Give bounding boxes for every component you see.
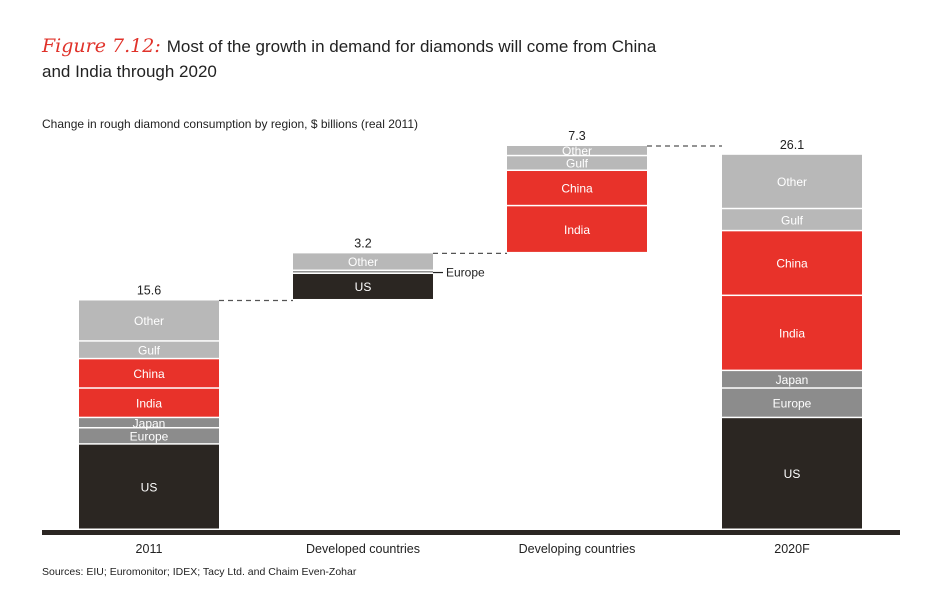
seg-label-developing-countries-china: China [561,182,593,196]
chart-subtitle: Change in rough diamond consumption by r… [42,117,419,131]
seg-label-developed-countries-europe: Europe [446,266,485,280]
bar-2020f-other [722,154,862,208]
bar-2011-us [79,444,219,529]
seg-label-2011-india: India [136,396,162,410]
seg-label-developed-countries-us: US [355,280,372,294]
bar-developing-countries-india [507,206,647,252]
bar-2020f-india [722,296,862,370]
bar-developed-countries-us [293,274,433,299]
bar-2011-gulf [79,341,219,358]
bar-2011-other [79,300,219,341]
seg-label-2011-europe: Europe [130,430,169,444]
figure-label: Figure 7.12: [42,35,161,57]
title-line-2: and India through 2020 [42,62,217,81]
seg-label-2020f-gulf: Gulf [781,213,804,227]
seg-label-2011-us: US [141,480,158,494]
bar-2020f-gulf [722,209,862,230]
total-label-developed-countries: 3.2 [354,236,371,250]
seg-label-developing-countries-other: Other [562,144,592,158]
total-label-2020f: 26.1 [780,138,804,152]
category-label-developing-countries: Developing countries [519,542,636,556]
bar-2020f-japan [722,371,862,388]
bar-developed-countries-europe [293,271,433,273]
x-axis-line [42,530,900,535]
seg-label-2020f-china: China [776,257,808,271]
seg-label-developing-countries-gulf: Gulf [566,157,589,171]
bar-2011-europe [79,428,219,444]
seg-label-2020f-india: India [779,327,805,341]
seg-label-2011-other: Other [134,314,164,328]
bar-2011-india [79,388,219,417]
seg-label-2020f-europe: Europe [773,396,812,410]
bar-developing-countries-gulf [507,156,647,170]
seg-label-developed-countries-other: Other [348,255,378,269]
category-label-2011: 2011 [136,542,163,556]
total-label-2011: 15.6 [137,283,161,297]
bar-2011-japan [79,418,219,427]
seg-label-developing-countries-india: India [564,223,590,237]
bar-2020f-europe [722,388,862,417]
bar-2011-china [79,359,219,388]
bar-2020f-us [722,418,862,529]
seg-label-2011-gulf: Gulf [138,344,161,358]
category-label-developed-countries: Developed countries [306,542,420,556]
bar-developed-countries-other [293,253,433,270]
seg-label-2020f-japan: Japan [776,373,809,387]
seg-label-2020f-other: Other [777,175,807,189]
total-label-developing-countries: 7.3 [568,129,585,143]
bar-2020f-china [722,231,862,295]
seg-label-2011-china: China [133,367,165,381]
category-label-2020f: 2020F [774,542,810,556]
bar-developing-countries-other [507,146,647,155]
seg-label-2011-japan: Japan [133,416,166,430]
chart-title: Figure 7.12: Most of the growth in demand… [42,34,922,84]
seg-label-2020f-us: US [784,467,801,481]
bar-developing-countries-china [507,171,647,205]
source-note: Sources: EIU; Euromonitor; IDEX; Tacy Lt… [42,566,357,578]
title-line-1: Most of the growth in demand for diamond… [166,37,657,56]
